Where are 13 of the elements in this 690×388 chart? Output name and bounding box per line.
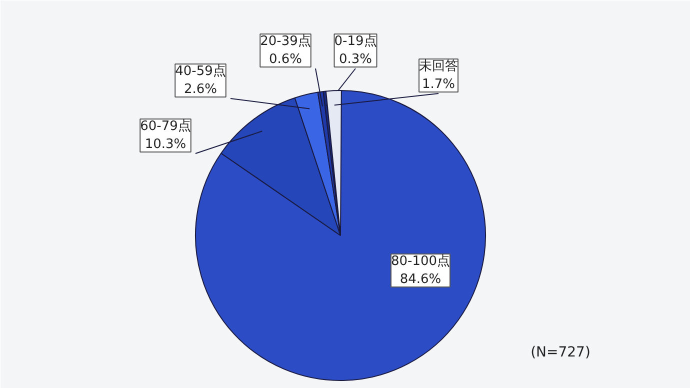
data-label: 2.6% — [184, 82, 218, 97]
data-label: 0.6% — [268, 52, 302, 67]
slice-label: 80-100点 — [390, 254, 450, 269]
data-label: 84.6% — [400, 272, 442, 287]
slice-label: 未回答 — [419, 59, 458, 74]
data-label: 0.3% — [338, 52, 372, 67]
slice-label: 20-39点 — [260, 34, 311, 49]
data-label: 10.3% — [144, 137, 186, 152]
slice-label: 40-59点 — [175, 64, 226, 79]
slice-label: 60-79点 — [140, 119, 191, 134]
data-label: 1.7% — [422, 77, 456, 92]
slice-label: 0-19点 — [334, 34, 377, 49]
text: (N=727) — [530, 344, 590, 360]
